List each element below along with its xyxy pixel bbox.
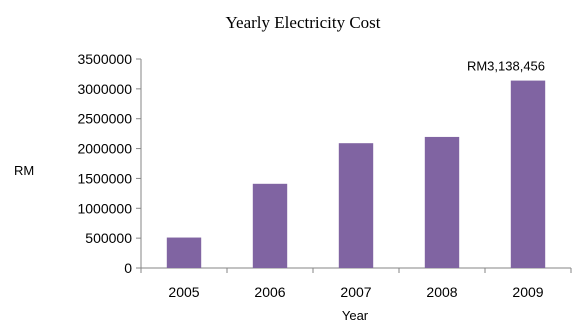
data-label-2009: RM3,138,456 xyxy=(467,59,545,74)
x-axis-label: Year xyxy=(342,308,369,321)
bar-2008 xyxy=(424,136,460,268)
bar-2005 xyxy=(166,237,202,268)
y-tick-label: 0 xyxy=(124,260,132,276)
chart-title: Yearly Electricity Cost xyxy=(225,13,380,32)
bar-2007 xyxy=(338,143,374,268)
y-tick-label: 3500000 xyxy=(77,51,132,67)
x-tick-label: 2007 xyxy=(340,284,371,300)
y-tick-label: 1500000 xyxy=(77,170,132,186)
y-axis-label: RM xyxy=(14,163,34,178)
x-tick-label: 2009 xyxy=(512,284,543,300)
y-tick-label: 2500000 xyxy=(77,111,132,127)
plot-area: 0 500000 1000000 1500000 2000000 2500000 30000… xyxy=(77,51,572,300)
y-tick-label: 2000000 xyxy=(77,141,132,157)
bar-2009 xyxy=(510,80,546,268)
x-tick-label: 2006 xyxy=(254,284,285,300)
x-tick-label: 2008 xyxy=(426,284,457,300)
x-tick-label: 2005 xyxy=(168,284,199,300)
bar-2006 xyxy=(252,183,288,268)
y-tick-label: 3000000 xyxy=(77,81,132,97)
y-tick-label: 500000 xyxy=(85,230,132,246)
y-tick-label: 1000000 xyxy=(77,200,132,216)
